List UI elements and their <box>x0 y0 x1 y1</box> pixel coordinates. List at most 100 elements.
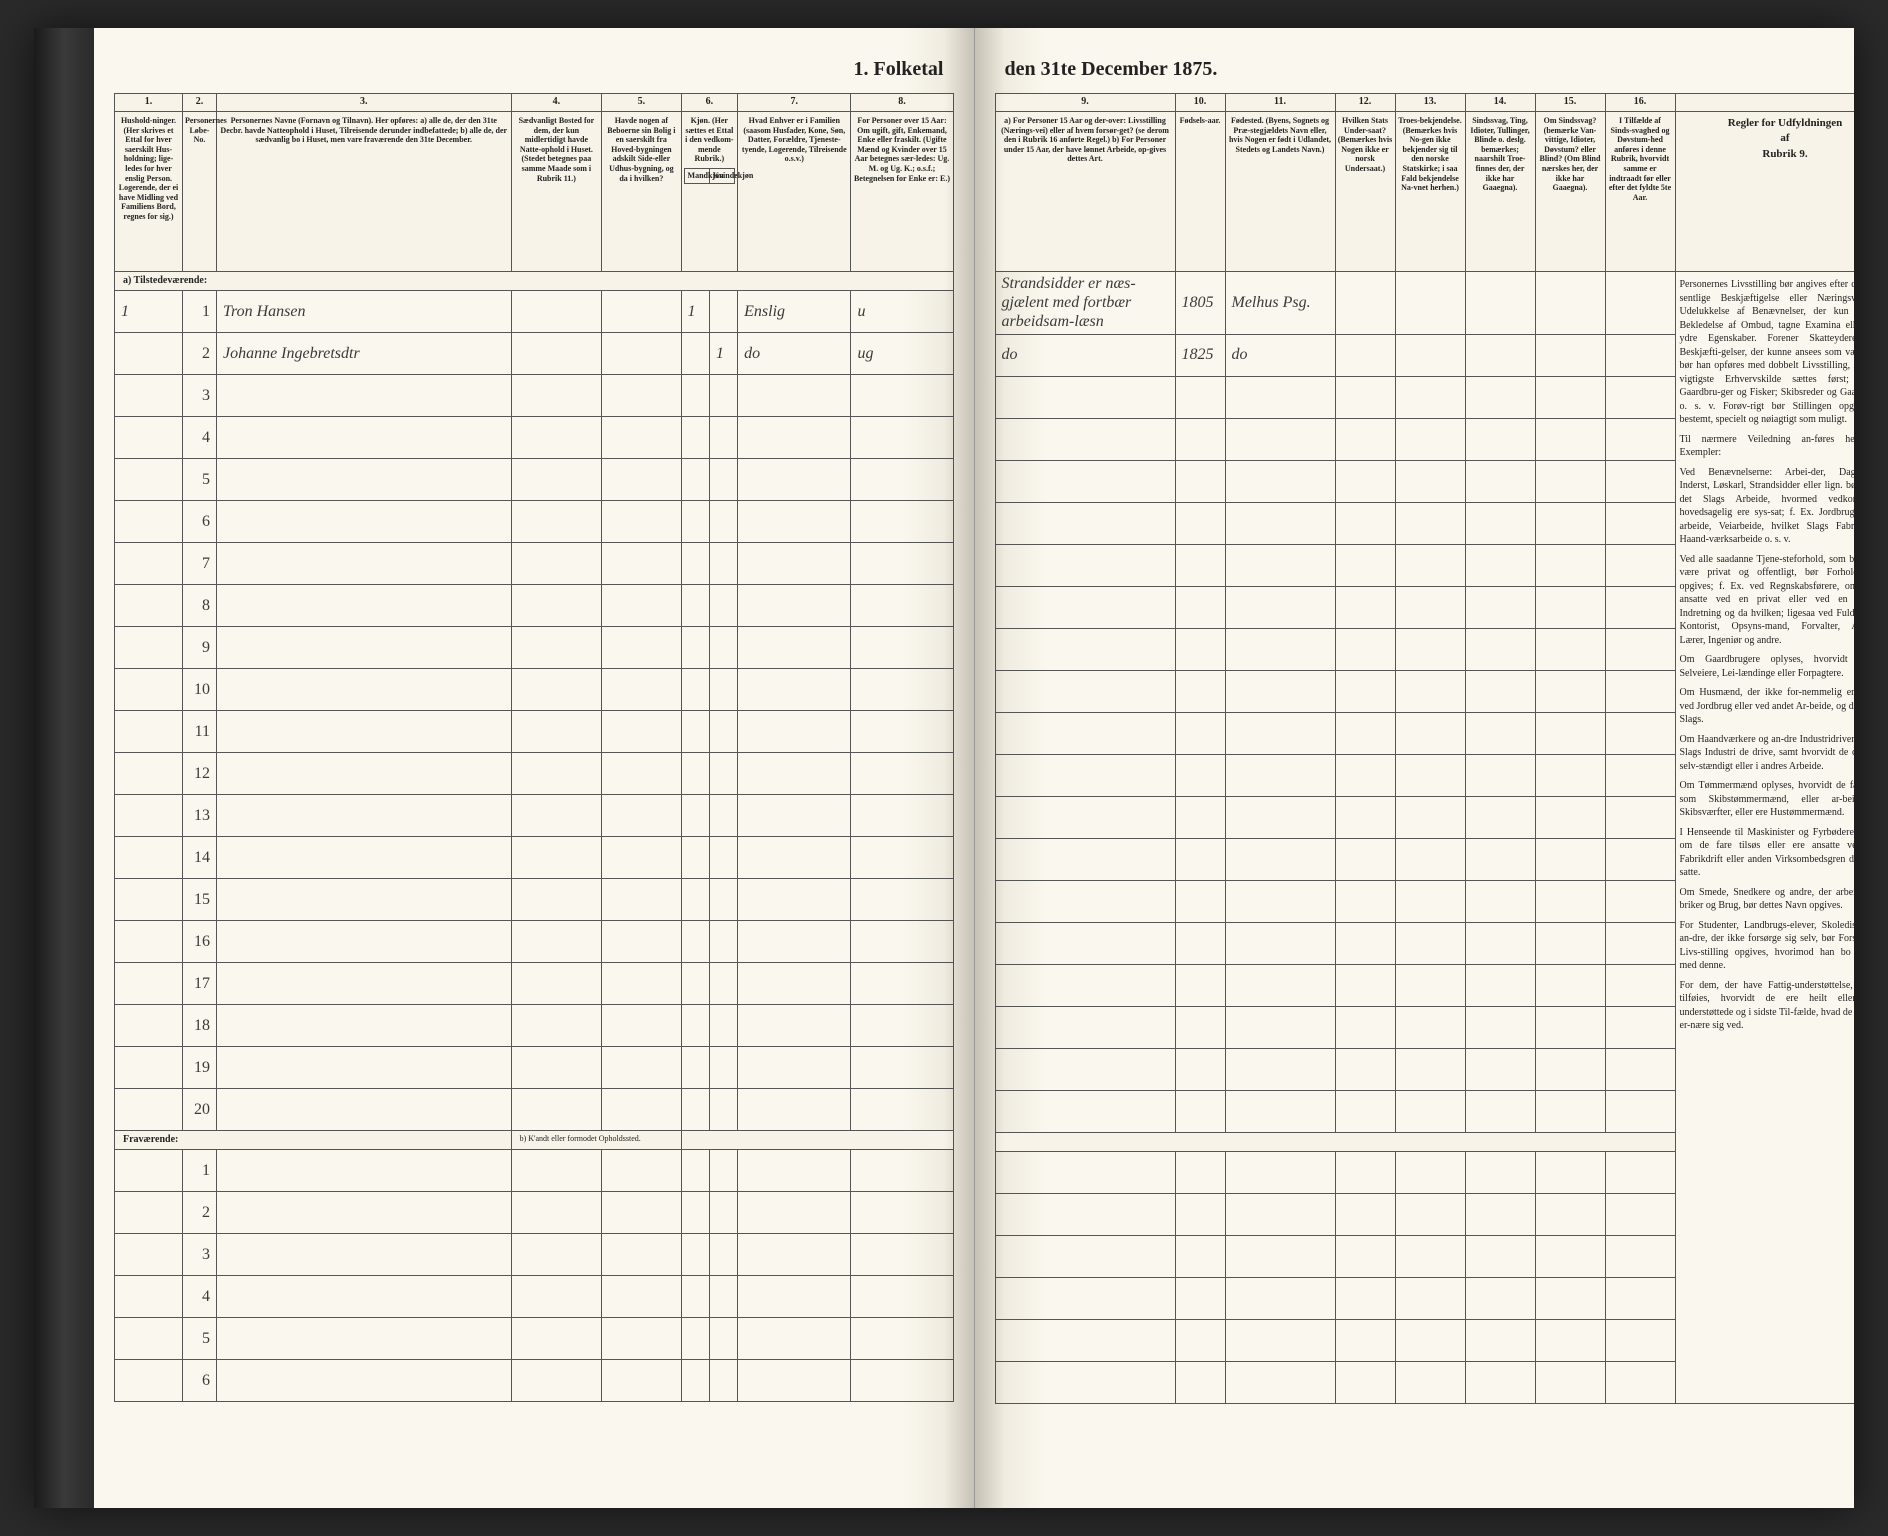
col-number: 16. <box>1605 94 1675 112</box>
cell <box>1175 922 1225 964</box>
cell <box>738 879 851 921</box>
table-row: 6 <box>115 1360 954 1402</box>
cell <box>709 879 737 921</box>
cell <box>602 543 681 585</box>
cell <box>1395 1006 1465 1048</box>
table-row: 15 <box>115 879 954 921</box>
cell <box>602 963 681 1005</box>
cell <box>1535 586 1605 628</box>
table-row: 16 <box>115 921 954 963</box>
cell <box>511 1276 602 1318</box>
cell <box>1395 880 1465 922</box>
cell <box>1335 586 1395 628</box>
col-number: 7. <box>738 94 851 112</box>
cell <box>995 586 1175 628</box>
cell <box>681 501 709 543</box>
table-row: 2Johanne Ingebretsdtr1doug <box>115 333 954 375</box>
cell: 10 <box>182 669 216 711</box>
col-header: Personernes Navne (Fornavn og Tilnavn). … <box>216 112 511 272</box>
cell <box>115 921 183 963</box>
cell <box>1175 880 1225 922</box>
cell: u <box>851 291 953 333</box>
cell <box>115 1360 183 1402</box>
cell: 3 <box>182 375 216 417</box>
cell <box>1175 1361 1225 1403</box>
cell <box>1395 1151 1465 1193</box>
cell <box>602 669 681 711</box>
cell <box>1395 964 1465 1006</box>
cell <box>115 837 183 879</box>
cell <box>681 333 709 375</box>
cell <box>709 795 737 837</box>
cell: 5 <box>182 1318 216 1360</box>
cell <box>1225 502 1335 544</box>
cell <box>1335 1151 1395 1193</box>
cell <box>1175 1277 1225 1319</box>
cell <box>851 1005 953 1047</box>
cell <box>115 627 183 669</box>
cell <box>511 501 602 543</box>
cell <box>511 669 602 711</box>
cell <box>511 1318 602 1360</box>
cell: 6 <box>182 501 216 543</box>
cell: 1 <box>182 1150 216 1192</box>
cell <box>1465 1319 1535 1361</box>
cell <box>1395 1090 1465 1132</box>
cell <box>511 375 602 417</box>
table-row: Strandsidder er næs-gjælent med fortbær … <box>995 272 1854 335</box>
cell <box>115 1192 183 1234</box>
cell <box>851 711 953 753</box>
cell <box>851 795 953 837</box>
cell <box>709 921 737 963</box>
cell <box>738 1089 851 1131</box>
page-title-right: den 31te December 1875. <box>995 58 1835 81</box>
cell <box>115 669 183 711</box>
table-row: 3 <box>115 1234 954 1276</box>
cell <box>1605 712 1675 754</box>
cell <box>1395 712 1465 754</box>
cell <box>216 585 511 627</box>
cell <box>511 333 602 375</box>
cell: 16 <box>182 921 216 963</box>
cell <box>1535 460 1605 502</box>
cell <box>1535 838 1605 880</box>
cell <box>216 879 511 921</box>
table-row: 9 <box>115 627 954 669</box>
cell <box>1465 1235 1535 1277</box>
table-row: 10 <box>115 669 954 711</box>
cell <box>995 1048 1175 1090</box>
cell <box>738 501 851 543</box>
cell: 4 <box>182 1276 216 1318</box>
cell <box>1335 712 1395 754</box>
cell <box>738 585 851 627</box>
cell <box>709 1192 737 1234</box>
cell <box>602 837 681 879</box>
cell <box>216 627 511 669</box>
cell <box>1225 628 1335 670</box>
cell <box>738 1360 851 1402</box>
cell <box>216 669 511 711</box>
cell <box>216 459 511 501</box>
cell <box>115 375 183 417</box>
cell <box>1535 964 1605 1006</box>
cell <box>1465 880 1535 922</box>
table-row: 13 <box>115 795 954 837</box>
cell <box>511 459 602 501</box>
cell <box>738 627 851 669</box>
table-row: 4 <box>115 417 954 459</box>
cell: Melhus Psg. <box>1225 272 1335 335</box>
cell <box>681 585 709 627</box>
cell <box>1175 796 1225 838</box>
cell <box>709 501 737 543</box>
cell <box>1225 418 1335 460</box>
cell <box>681 669 709 711</box>
cell <box>216 501 511 543</box>
cell <box>709 711 737 753</box>
cell <box>851 1150 953 1192</box>
cell <box>1605 1235 1675 1277</box>
cell <box>738 963 851 1005</box>
cell <box>1225 1006 1335 1048</box>
cell <box>709 837 737 879</box>
cell: 9 <box>182 627 216 669</box>
cell <box>995 796 1175 838</box>
